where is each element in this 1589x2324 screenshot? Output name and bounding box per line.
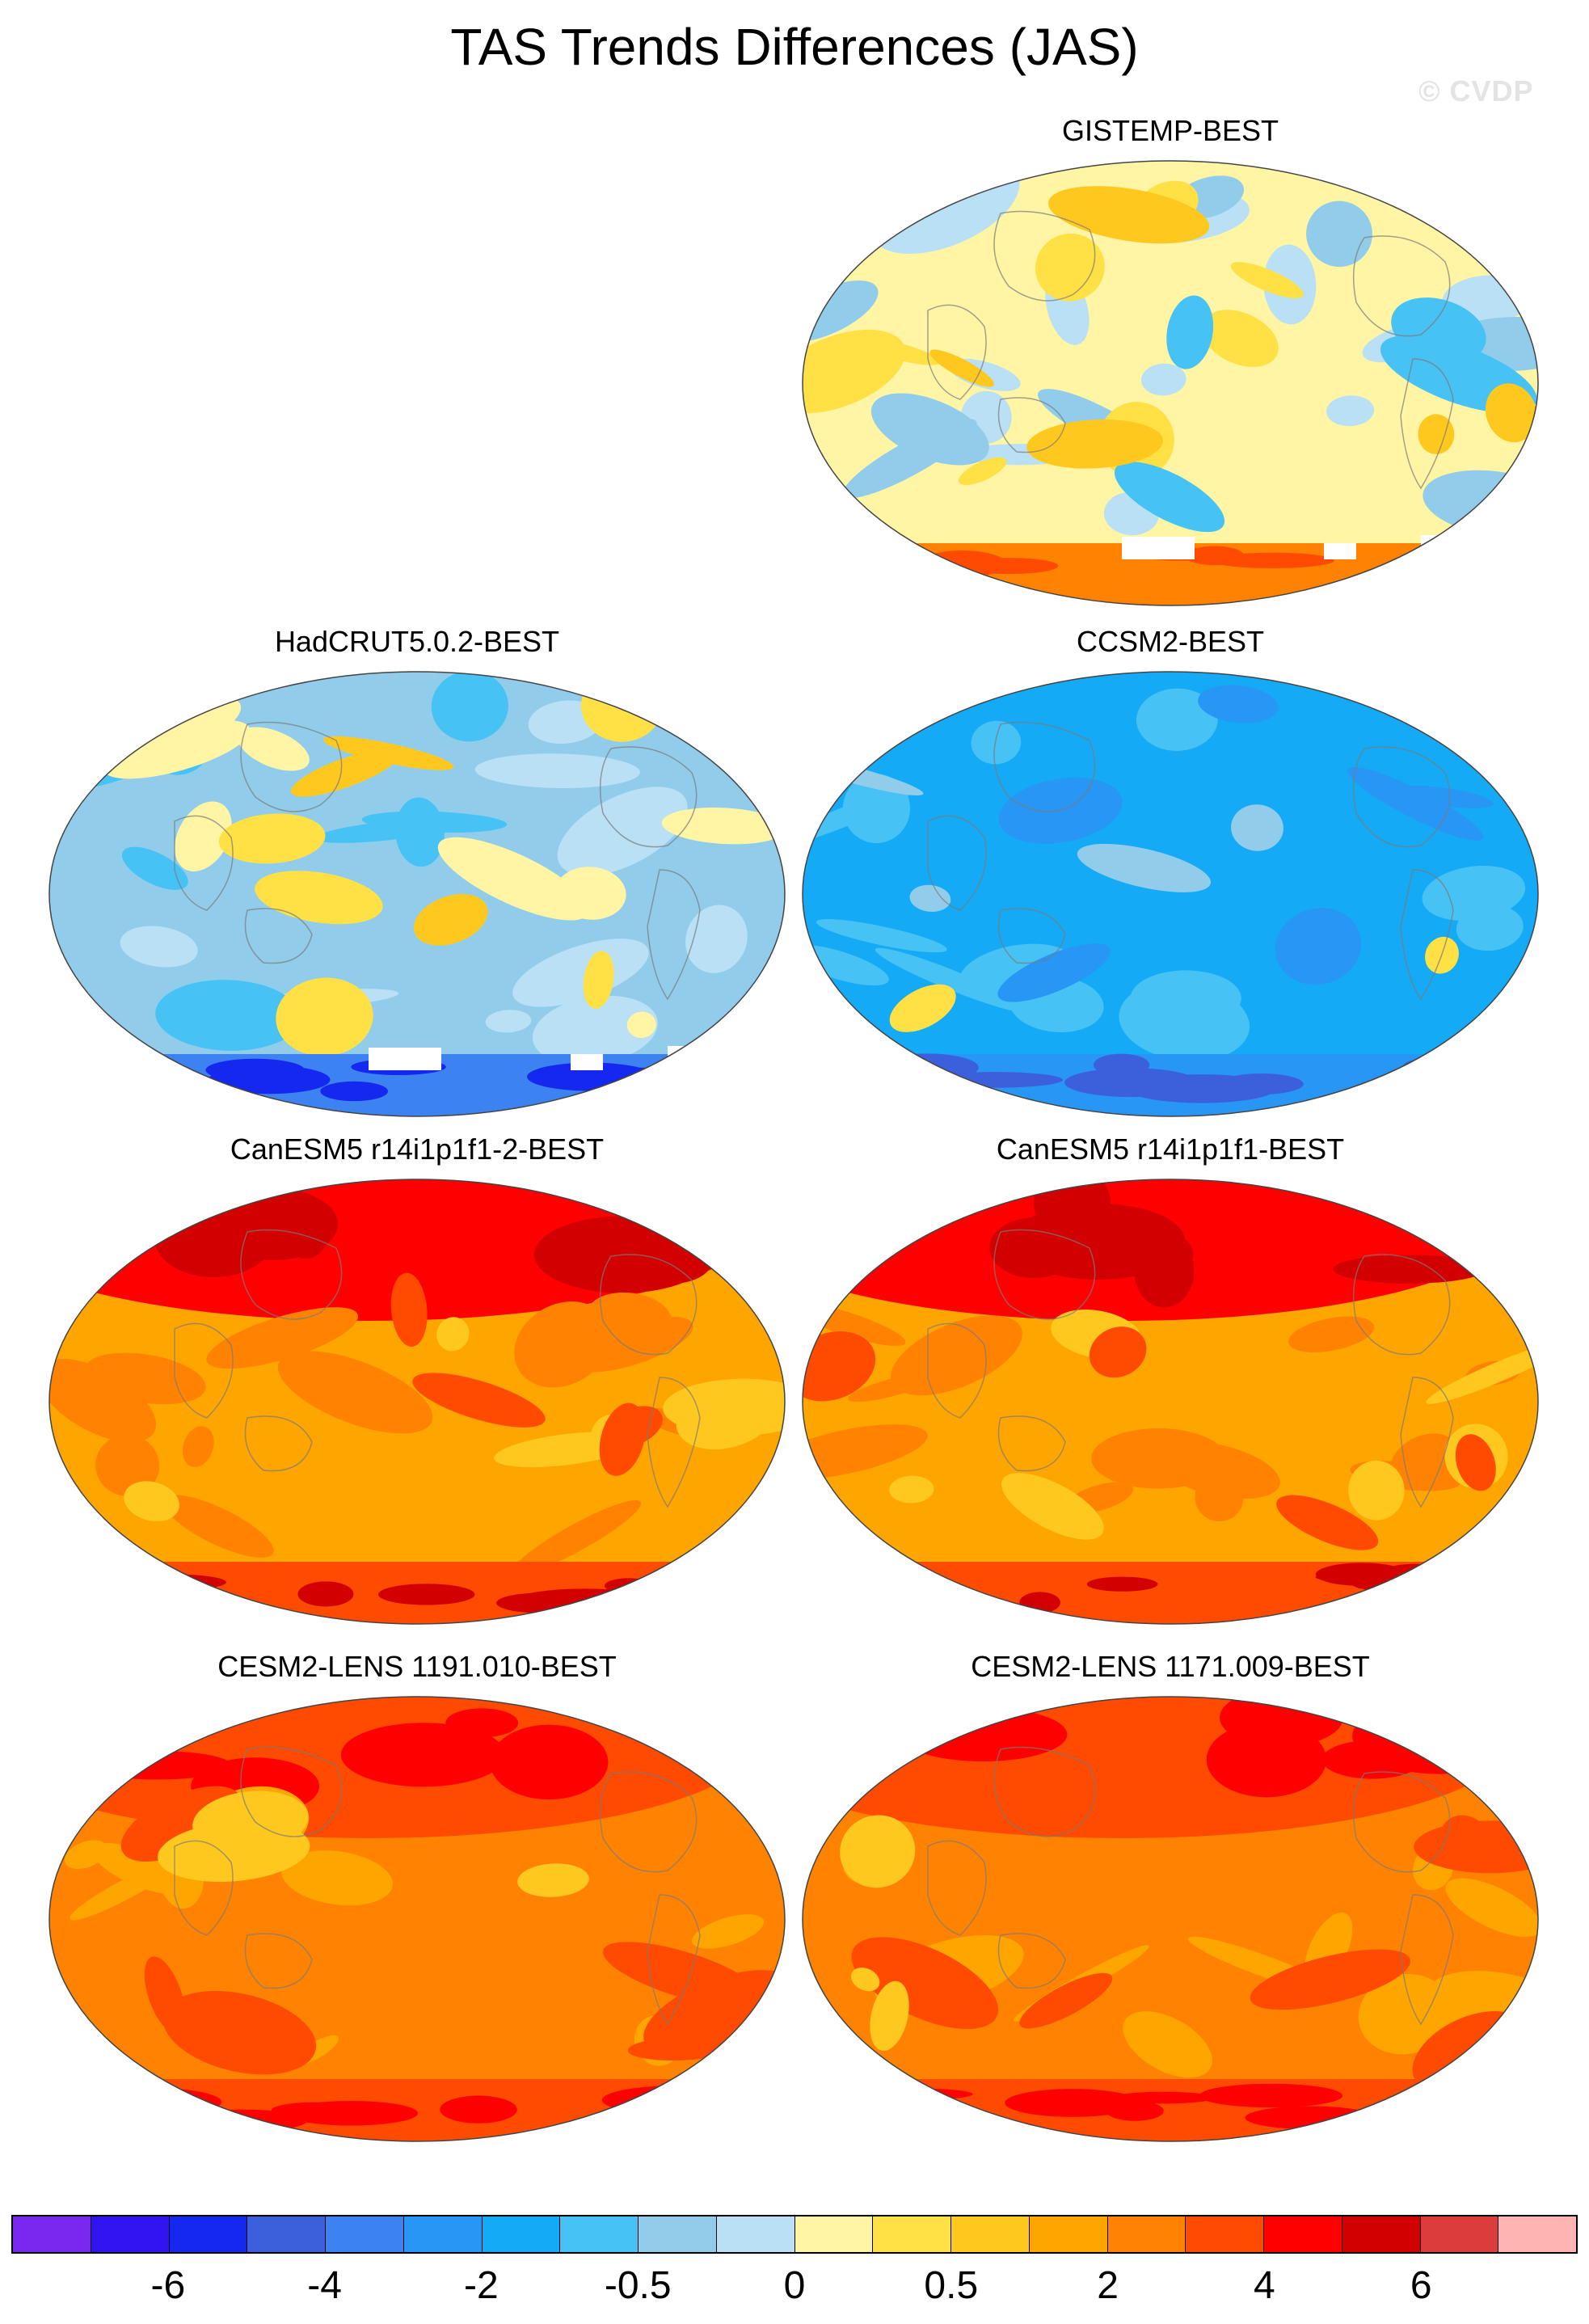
colorbar-box (403, 2216, 483, 2252)
world-map (48, 671, 786, 1117)
colorbar-box (1498, 2216, 1576, 2252)
colorbar-box (1186, 2216, 1264, 2252)
colorbar-box (873, 2216, 951, 2252)
colorbar-box (1029, 2216, 1108, 2252)
panel-title: CESM2-LENS 1191.010-BEST (217, 1650, 617, 1683)
panel-title: GISTEMP-BEST (1061, 114, 1279, 147)
panel-title: CCSM2-BEST (1076, 625, 1265, 658)
world-map (48, 1696, 786, 2142)
colorbar-tick-label: -0.5 (604, 2264, 672, 2307)
colorbar-box (1107, 2216, 1186, 2252)
colorbar-box (639, 2216, 717, 2252)
cvdp-watermark: © CVDP (1418, 74, 1534, 108)
colorbar-tick-label: -4 (307, 2264, 342, 2307)
colorbar-tick-label: 4 (1254, 2264, 1275, 2307)
world-map (802, 1179, 1539, 1625)
colorbar-tick-label: 0 (783, 2264, 806, 2307)
colorbar-box (794, 2216, 874, 2252)
map-panel-cesm2-1191: CESM2-LENS 1191.010-BEST (45, 1649, 789, 2142)
colorbar-box (716, 2216, 795, 2252)
colorbar-box (951, 2216, 1030, 2252)
colorbar-box (1342, 2216, 1421, 2252)
panel-title: HadCRUT5.0.2-BEST (274, 625, 560, 658)
panel-title: CESM2-LENS 1171.009-BEST (971, 1650, 1370, 1683)
map-panel-gistemp: GISTEMP-BEST (799, 113, 1542, 606)
world-map (802, 1696, 1539, 2142)
colorbar-tick-label: 2 (1097, 2264, 1119, 2307)
map-panel-ccsm2: CCSM2-BEST (799, 624, 1542, 1117)
panel-title: CanESM5 r14i1p1f1-2-BEST (230, 1132, 605, 1166)
colorbar-tick-label: -6 (150, 2264, 186, 2307)
colorbar-box (560, 2216, 639, 2252)
colorbar-box (13, 2216, 91, 2252)
map-panel-hadcrut: HadCRUT5.0.2-BEST (45, 624, 789, 1117)
colorbar-tick-label: 6 (1410, 2264, 1432, 2307)
colorbar-box (247, 2216, 326, 2252)
colorbar-box (1420, 2216, 1499, 2252)
colorbar (11, 2215, 1578, 2254)
figure-title: TAS Trends Differences (JAS) (450, 18, 1139, 76)
panel-title: CanESM5 r14i1p1f1-BEST (996, 1132, 1345, 1166)
world-map (802, 160, 1539, 606)
colorbar-box (1264, 2216, 1342, 2252)
map-panel-canesm5-2: CanESM5 r14i1p1f1-2-BEST (45, 1132, 789, 1625)
colorbar-box (91, 2216, 170, 2252)
colorbar-box (482, 2216, 561, 2252)
map-panel-cesm2-1171: CESM2-LENS 1171.009-BEST (799, 1649, 1542, 2142)
colorbar-box (169, 2216, 248, 2252)
colorbar-tick-label: -2 (464, 2264, 499, 2307)
world-map (802, 671, 1539, 1117)
world-map (48, 1179, 786, 1625)
colorbar-tick-label: 0.5 (924, 2264, 979, 2307)
map-panel-canesm5: CanESM5 r14i1p1f1-BEST (799, 1132, 1542, 1625)
colorbar-box (326, 2216, 404, 2252)
